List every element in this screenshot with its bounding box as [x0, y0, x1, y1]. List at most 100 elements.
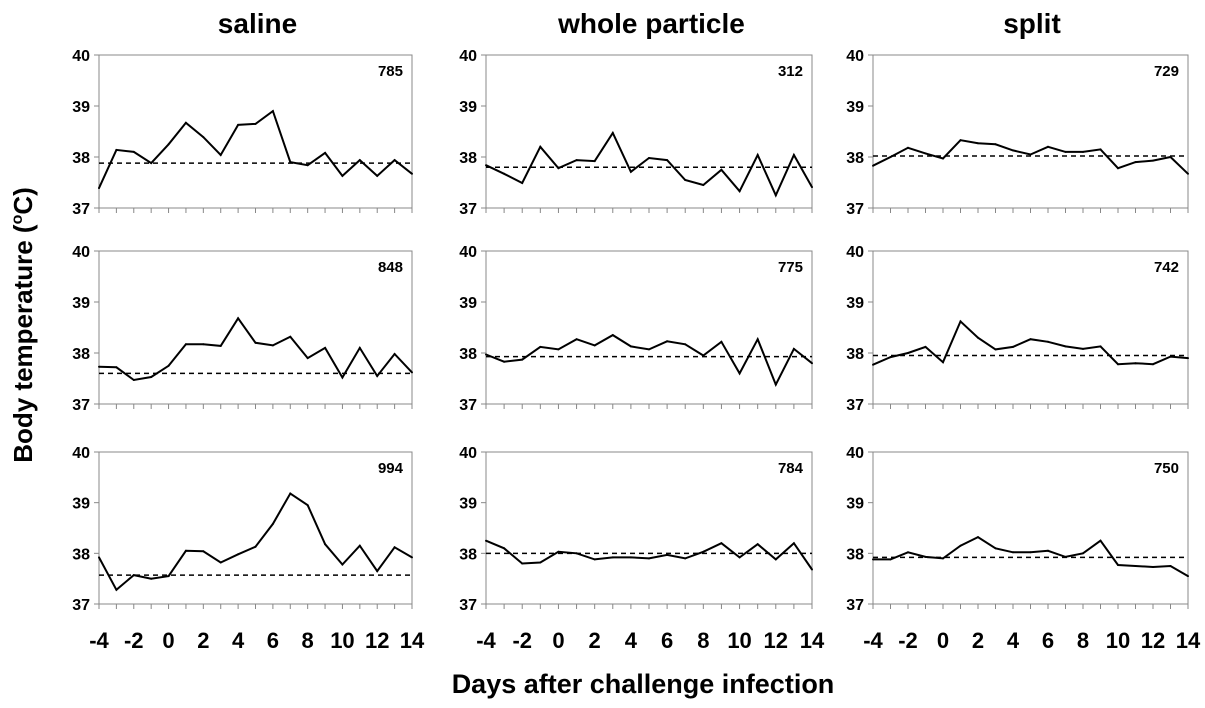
data-point — [184, 549, 187, 552]
y-tick-label: 37 — [846, 201, 864, 218]
data-point — [1047, 549, 1049, 552]
data-point — [1012, 551, 1014, 554]
data-point — [411, 371, 413, 374]
y-tick-label: 39 — [846, 99, 864, 116]
panel-frame — [98, 54, 413, 209]
data-point — [872, 558, 874, 561]
temperature-series-line — [872, 139, 1189, 175]
data-point — [358, 544, 361, 547]
panel-frame — [485, 54, 813, 209]
data-point — [324, 543, 327, 546]
data-point — [1012, 345, 1014, 348]
data-point — [271, 110, 274, 113]
x-tick-label: 0 — [552, 628, 564, 653]
data-point — [411, 172, 413, 175]
data-point — [872, 164, 874, 167]
data-point — [1047, 340, 1049, 343]
data-point — [358, 346, 361, 349]
x-tick-label: 8 — [302, 628, 314, 653]
data-point — [485, 353, 487, 356]
data-point — [393, 159, 396, 162]
data-point — [1152, 159, 1154, 162]
data-point — [557, 167, 560, 170]
data-point — [1082, 150, 1084, 153]
temperature-series-line — [873, 535, 1189, 577]
data-point — [237, 317, 240, 320]
data-point — [611, 334, 614, 337]
y-tick-label: 40 — [846, 244, 864, 261]
data-point — [994, 348, 997, 351]
data-point — [889, 558, 892, 561]
data-point — [376, 570, 379, 573]
data-point — [219, 561, 222, 564]
data-point — [593, 344, 596, 347]
data-point — [237, 553, 240, 556]
data-point — [648, 557, 650, 560]
data-point — [557, 550, 560, 553]
data-point — [485, 164, 487, 167]
panel-frame — [485, 250, 813, 405]
data-point — [738, 190, 741, 193]
data-point — [289, 335, 292, 338]
data-point — [289, 492, 292, 495]
panel-split-750: 37 38 39 40 -4 -2 0 2 4 6 8 10 12 14 750 — [846, 445, 1201, 653]
data-point — [306, 357, 309, 360]
panel-frame — [98, 451, 413, 605]
data-point — [1099, 539, 1102, 542]
data-point — [184, 121, 187, 124]
x-tick-label: 10 — [1106, 628, 1130, 653]
data-point — [393, 353, 396, 355]
data-point — [376, 174, 379, 177]
data-point — [254, 341, 257, 344]
data-point — [202, 136, 205, 139]
x-tick-label: -2 — [124, 628, 144, 653]
data-point — [411, 556, 413, 559]
data-point — [521, 358, 524, 361]
data-point — [666, 340, 669, 343]
data-point — [341, 563, 344, 566]
data-point — [1134, 565, 1137, 567]
data-point — [702, 354, 705, 357]
data-point — [1187, 357, 1189, 360]
data-point — [1082, 347, 1084, 350]
data-point — [202, 550, 205, 553]
temperature-series-line — [485, 130, 813, 198]
x-tick-label: 4 — [232, 628, 245, 653]
panel-saline-994: 37 38 39 40 -4 -2 0 2 4 6 8 10 12 14 994 — [72, 445, 425, 653]
data-point — [575, 159, 578, 162]
data-point — [1029, 153, 1032, 156]
data-point — [1029, 551, 1032, 554]
y-tick-label: 38 — [459, 546, 477, 563]
data-point — [306, 504, 309, 507]
data-point — [167, 575, 170, 578]
panel-id-label: 742 — [1154, 259, 1179, 276]
data-point — [666, 553, 669, 556]
data-point — [219, 344, 222, 347]
data-point — [889, 356, 892, 359]
data-point — [907, 352, 909, 354]
data-point — [184, 343, 187, 346]
x-tick-label: 14 — [1176, 628, 1201, 653]
data-point — [959, 320, 962, 323]
column-title-saline: saline — [218, 8, 297, 39]
data-point — [167, 143, 170, 146]
data-point — [237, 123, 240, 126]
data-point — [792, 347, 795, 350]
data-point — [872, 363, 874, 366]
temperature-series-line — [872, 319, 1189, 366]
x-axis-title: Days after challenge infection — [452, 669, 835, 699]
data-point — [393, 546, 396, 549]
panel-frame — [98, 250, 413, 405]
data-point — [254, 545, 257, 548]
x-tick-label: -4 — [89, 628, 109, 653]
y-axis-title: Body temperature (oC) — [8, 187, 38, 463]
data-point — [503, 360, 506, 363]
panel-frame — [872, 451, 1189, 605]
data-point — [1152, 363, 1154, 366]
temperature-series-line — [485, 333, 813, 388]
data-point — [167, 364, 170, 367]
data-point — [994, 547, 997, 550]
data-point — [1169, 156, 1172, 158]
data-point — [792, 542, 795, 545]
data-point — [942, 157, 944, 160]
